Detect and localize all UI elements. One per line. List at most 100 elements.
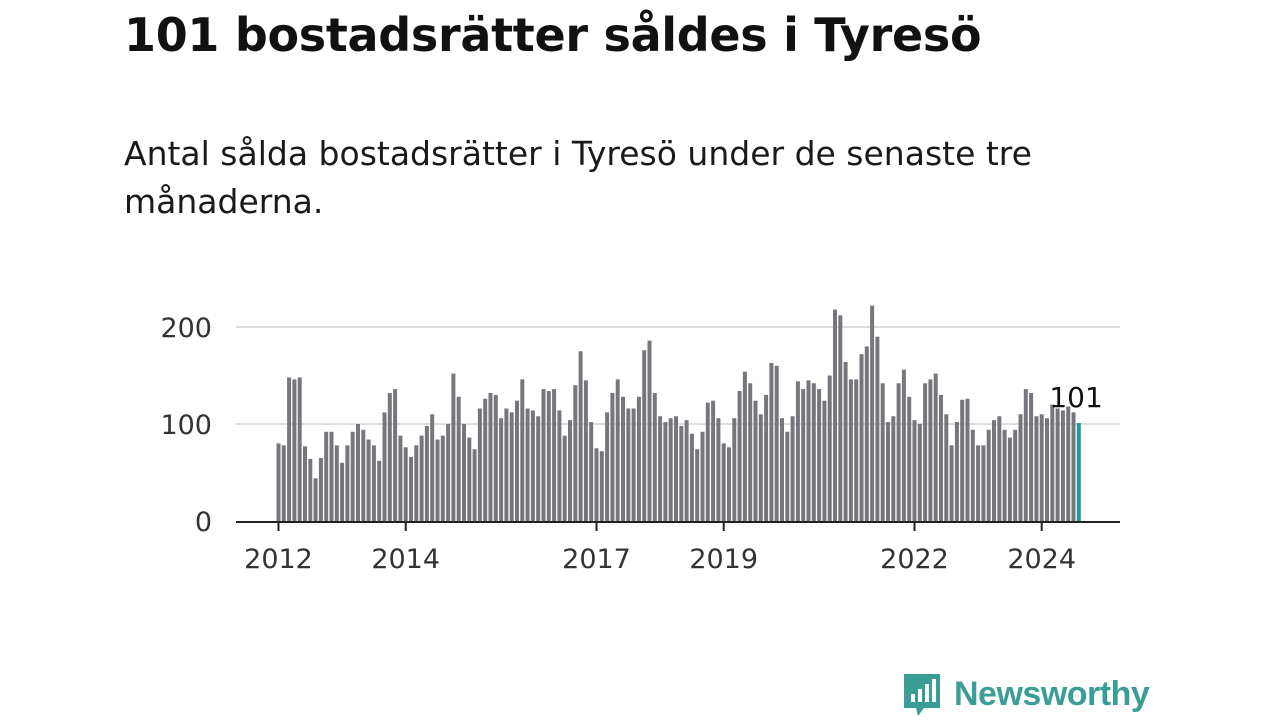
bar — [589, 422, 594, 521]
bar — [764, 394, 769, 521]
bar — [960, 399, 965, 521]
bar — [801, 389, 806, 521]
bar — [557, 410, 562, 521]
axes — [236, 521, 1120, 531]
bar — [329, 431, 334, 521]
bar — [578, 351, 583, 521]
bar — [340, 462, 345, 521]
bar — [605, 412, 610, 521]
bar — [1023, 389, 1028, 521]
bar — [753, 400, 758, 521]
bar — [806, 380, 811, 521]
gridlines — [236, 326, 1120, 425]
bar — [790, 416, 795, 521]
bar — [933, 373, 938, 521]
highlight-data-label: 101 — [1049, 381, 1102, 414]
bar — [732, 418, 737, 521]
bar — [504, 408, 509, 521]
bar — [827, 375, 832, 521]
bar — [748, 383, 753, 521]
bar — [986, 429, 991, 521]
bar — [377, 460, 382, 521]
bar — [292, 379, 297, 521]
bar — [345, 445, 350, 521]
y-tick-label: 200 — [160, 313, 212, 344]
bar — [1029, 392, 1034, 521]
bar — [705, 402, 710, 521]
bar — [451, 373, 456, 521]
bar — [912, 420, 917, 521]
bar — [303, 446, 307, 521]
bar — [281, 445, 286, 521]
bar — [965, 398, 970, 521]
bar — [822, 400, 827, 521]
bar — [621, 396, 625, 521]
bar — [679, 425, 684, 521]
bar — [520, 379, 525, 521]
bar — [896, 383, 901, 521]
bar — [1018, 414, 1023, 521]
bar — [954, 422, 959, 521]
bar — [1066, 406, 1071, 521]
bar — [848, 379, 853, 521]
bar — [409, 456, 413, 521]
brand-name: Newsworthy — [954, 674, 1150, 713]
x-tick-label: 2014 — [371, 544, 440, 575]
bar — [382, 412, 387, 521]
bar — [721, 443, 726, 521]
bar — [976, 445, 981, 521]
bar — [414, 445, 419, 521]
bar — [737, 391, 742, 521]
bar — [1013, 429, 1018, 521]
bar — [811, 383, 816, 521]
bar — [1071, 412, 1076, 521]
bar — [901, 369, 906, 521]
bar — [599, 451, 604, 521]
bar — [568, 420, 572, 521]
bar — [456, 396, 461, 521]
bar — [774, 365, 779, 521]
bar — [371, 445, 376, 521]
bar — [785, 431, 790, 521]
bar — [546, 391, 551, 521]
bar — [562, 435, 567, 521]
bar — [541, 389, 546, 521]
bar — [440, 435, 445, 521]
bar — [716, 418, 721, 521]
newsworthy-logo: Newsworthy — [900, 670, 1150, 718]
bar — [493, 394, 498, 521]
chart-title: 101 bostadsrätter såldes i Tyresö — [124, 8, 982, 62]
bar — [689, 433, 694, 521]
bar — [886, 422, 890, 521]
bar — [525, 408, 530, 521]
bar-chart: 0 100 200 101 2012 2014 2017 2019 2022 2024 — [160, 305, 1120, 575]
bar — [647, 340, 652, 521]
highlight-bar — [1076, 423, 1081, 521]
bar — [880, 383, 885, 521]
bar — [430, 414, 435, 521]
bar — [308, 458, 313, 521]
bar — [1034, 416, 1039, 521]
bar — [313, 478, 318, 521]
bar — [387, 392, 392, 521]
bar — [610, 392, 615, 521]
x-tick-label: 2012 — [244, 544, 313, 575]
bar — [515, 400, 519, 521]
bar — [424, 425, 429, 521]
bar — [838, 315, 843, 521]
y-tick-label: 0 — [195, 507, 212, 538]
bar — [944, 414, 949, 521]
bar — [674, 416, 678, 521]
bar — [992, 420, 996, 521]
bar — [769, 362, 774, 521]
bar — [923, 383, 928, 521]
bar — [446, 424, 451, 521]
bar — [843, 361, 848, 521]
bar — [350, 431, 355, 521]
bar — [615, 379, 620, 521]
bar — [1045, 418, 1049, 521]
bar — [403, 447, 408, 521]
bar — [435, 439, 440, 521]
bar — [366, 439, 371, 521]
bar — [997, 416, 1002, 521]
